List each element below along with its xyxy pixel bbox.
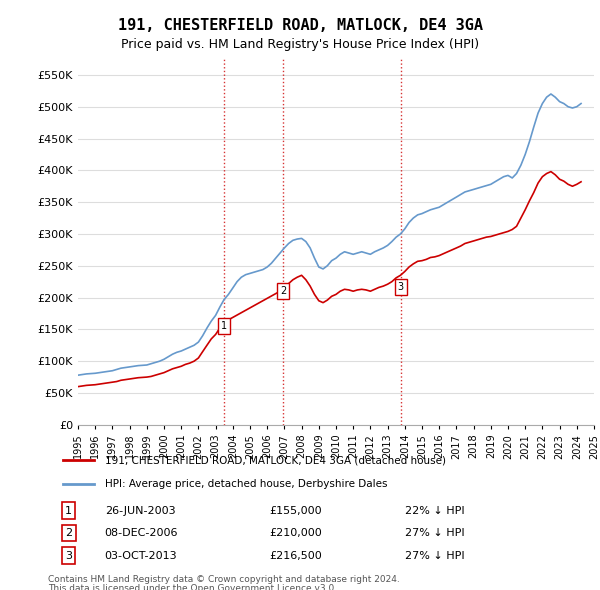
Text: This data is licensed under the Open Government Licence v3.0.: This data is licensed under the Open Gov…: [48, 584, 337, 590]
Text: 1: 1: [65, 506, 72, 516]
Text: 27% ↓ HPI: 27% ↓ HPI: [405, 528, 465, 538]
Text: 27% ↓ HPI: 27% ↓ HPI: [405, 550, 465, 560]
Text: £216,500: £216,500: [269, 550, 322, 560]
Text: 3: 3: [397, 282, 404, 292]
Text: £210,000: £210,000: [269, 528, 322, 538]
Text: 3: 3: [65, 550, 72, 560]
Text: £155,000: £155,000: [269, 506, 322, 516]
Text: HPI: Average price, detached house, Derbyshire Dales: HPI: Average price, detached house, Derb…: [105, 478, 387, 489]
Text: 26-JUN-2003: 26-JUN-2003: [106, 506, 176, 516]
Text: 191, CHESTERFIELD ROAD, MATLOCK, DE4 3GA: 191, CHESTERFIELD ROAD, MATLOCK, DE4 3GA: [118, 18, 482, 32]
Text: Contains HM Land Registry data © Crown copyright and database right 2024.: Contains HM Land Registry data © Crown c…: [48, 575, 400, 584]
Text: 08-DEC-2006: 08-DEC-2006: [104, 528, 178, 538]
Text: 03-OCT-2013: 03-OCT-2013: [104, 550, 177, 560]
Text: 1: 1: [221, 321, 227, 331]
Text: Price paid vs. HM Land Registry's House Price Index (HPI): Price paid vs. HM Land Registry's House …: [121, 38, 479, 51]
Text: 191, CHESTERFIELD ROAD, MATLOCK, DE4 3GA (detached house): 191, CHESTERFIELD ROAD, MATLOCK, DE4 3GA…: [105, 455, 446, 466]
Text: 2: 2: [280, 286, 286, 296]
Text: 2: 2: [65, 528, 72, 538]
Text: 22% ↓ HPI: 22% ↓ HPI: [405, 506, 465, 516]
